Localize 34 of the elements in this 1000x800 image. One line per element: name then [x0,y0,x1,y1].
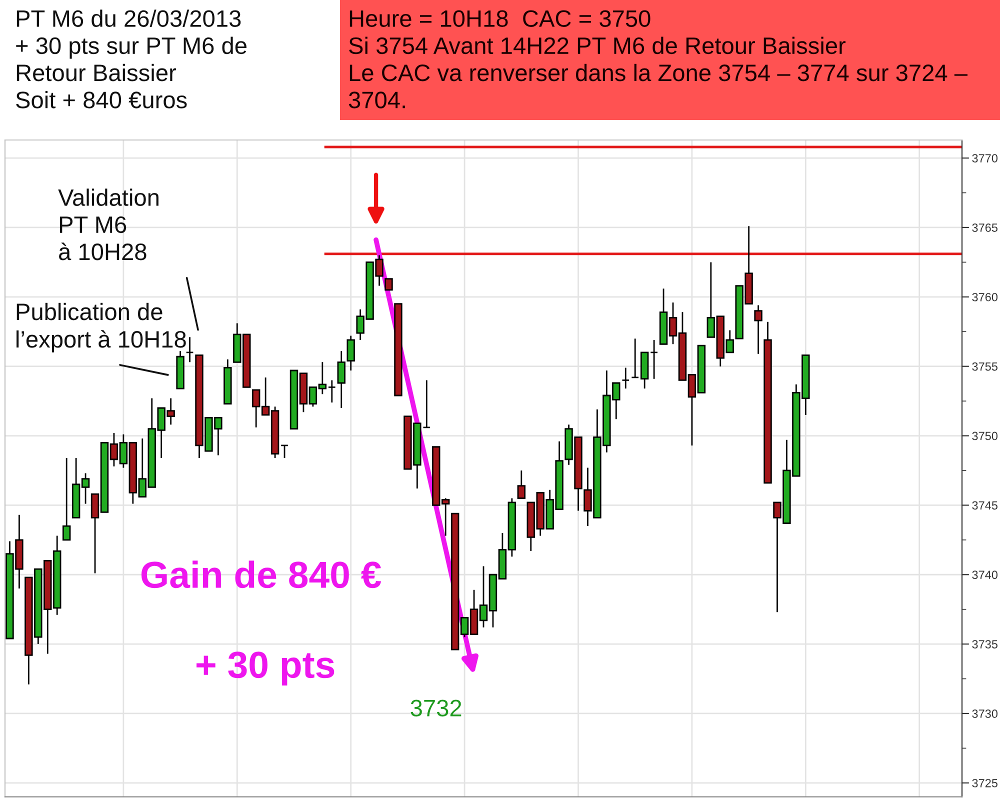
candlestick [517,470,526,499]
y-tick-label: 3745 [972,501,998,510]
chart-title: PT M6 du 26/03/2013 + 30 pts sur PT M6 de Retour Baissier Soit + 840 €uros [16,10,246,108]
candlestick [631,338,640,378]
candlestick [337,350,346,409]
y-tick-label: 3755 [972,362,998,371]
candlestick [764,321,772,484]
y-tick-label: 3725 [972,778,998,788]
candlestick [176,350,184,390]
annotation: Gain de 840 € [141,560,382,588]
y-tick-label: 3770 [972,154,998,162]
annotation: + 30 pts [196,652,334,686]
y-tick-label: 3750 [972,432,998,440]
y-tick-label: 3735 [972,640,998,648]
candlestick [62,457,71,541]
annotation: 3732 [410,700,462,716]
candlestick [394,303,402,396]
candlestick [346,335,355,372]
candlestick [280,444,289,459]
candlestick [754,304,762,355]
candlestick [384,278,393,291]
chart-subtitle: Heure = 10H18 CAC = 3750 Si 3754 Avant 14H22 PT M6 de Retour Baissier Le CAC va renverser dans la Zone 3754 – 3774 sur 3724 – 3704. [348,10,968,108]
y-tick-label: 3765 [972,224,998,232]
candlestick [622,367,630,390]
candlestick [650,339,658,380]
annotation: Publication de l’export à 10H18 [16,302,186,352]
y-tick-label: 3740 [972,570,998,580]
y-tick-label: 3730 [972,710,998,718]
candlestick [186,336,194,363]
y-tick-label: 3760 [972,292,998,302]
candlestick [224,358,232,405]
annotation: Validation PT M6 à 10H28 [58,188,158,260]
candlestick [328,380,336,404]
candlestick [640,352,649,390]
